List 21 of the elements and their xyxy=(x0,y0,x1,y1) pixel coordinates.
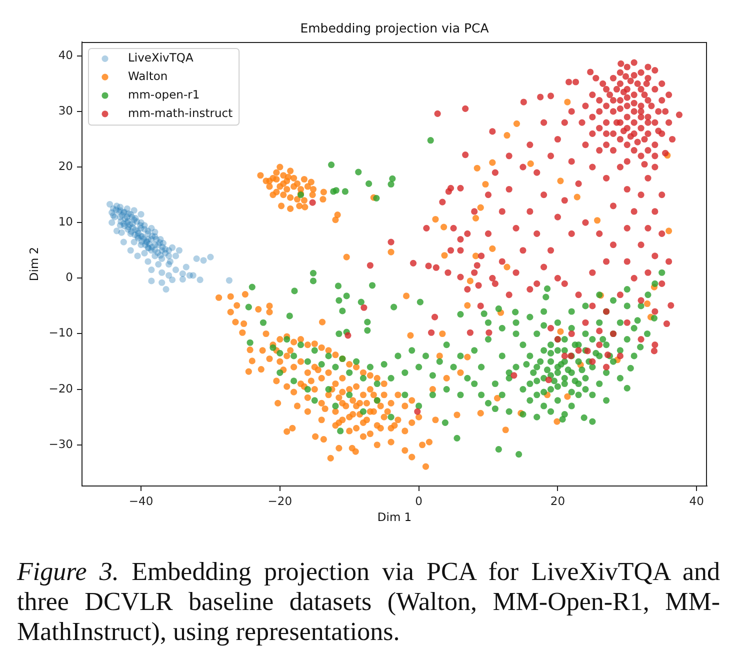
y-tick-label: −10 xyxy=(48,326,73,340)
y-tick-label: 20 xyxy=(58,159,73,174)
y-tick-label: 40 xyxy=(58,48,73,62)
y-tick-label: −20 xyxy=(48,381,73,396)
legend-label: mm-math-instruct xyxy=(128,106,234,120)
y-tick-label: 0 xyxy=(66,270,73,284)
x-tick-label: 20 xyxy=(550,494,566,508)
y-axis-title: Dim 2 xyxy=(26,246,41,282)
y-tick-label: 10 xyxy=(58,214,73,229)
y-tick-label: −30 xyxy=(48,436,73,451)
x-tick-label: 0 xyxy=(415,494,422,508)
legend-label: Walton xyxy=(128,69,168,84)
y-tick-label: 30 xyxy=(58,103,73,118)
x-tick-label: −40 xyxy=(128,494,154,508)
caption: Figure 3. Embedding projection via PCA for LiveXivTQA and three DCVLR baseline datasets (Walton, MM-Open-R1, MM-MathInstruct), using representations. xyxy=(17,557,720,646)
legend-label: mm-open-r1 xyxy=(128,87,200,102)
x-tick-label: 40 xyxy=(689,494,704,508)
chart-title: Embedding projection via PCA xyxy=(300,20,490,36)
x-tick-label: −20 xyxy=(268,494,292,508)
x-axis-title: Dim 1 xyxy=(377,510,412,524)
legend-label: LiveXivTQA xyxy=(128,50,194,65)
